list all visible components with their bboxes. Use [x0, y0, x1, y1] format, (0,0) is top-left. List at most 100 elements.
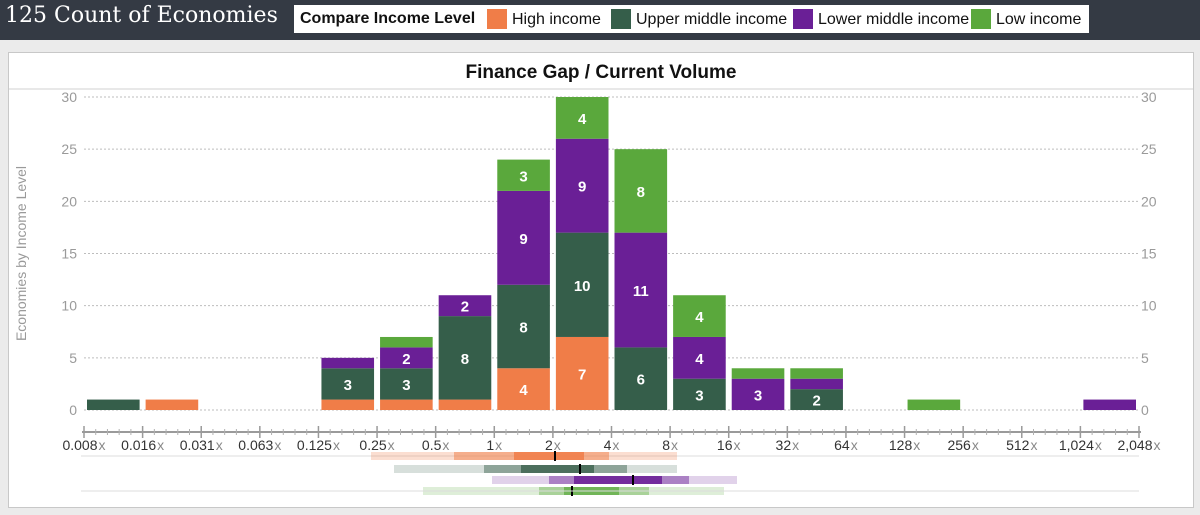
bar-segment [145, 399, 199, 410]
y-tick-label-right: 15 [1141, 246, 1157, 262]
distribution-band [574, 476, 662, 484]
legend-swatch [793, 9, 813, 29]
x-tick-label: 2,048x [1117, 437, 1160, 453]
bar-segment [321, 368, 375, 400]
x-tick-label: 0.063x [238, 437, 281, 453]
legend-label: Upper middle income [636, 11, 788, 28]
bar-data-label: 3 [754, 387, 762, 404]
x-tick-label: 0.5x [422, 437, 449, 453]
x-tick-label: 64x [834, 437, 858, 453]
x-tick-label: 512x [1006, 437, 1037, 453]
chart-panel: Finance Gap / Current Volume 0 0 5 5 10 10 15 15… [8, 52, 1194, 508]
bar-data-label: 8 [461, 351, 469, 368]
x-tick-label: 128x [889, 437, 920, 453]
bar-segment [380, 347, 433, 369]
bar-segment [673, 336, 726, 379]
x-tick-label: 0.25x [359, 437, 394, 453]
bar-data-label: 2 [402, 351, 410, 368]
y-tick-label-left: 20 [61, 193, 77, 209]
y-tick-label-right: 10 [1141, 298, 1157, 314]
legend-swatch [611, 9, 631, 29]
bar-segment [497, 190, 550, 285]
bar-data-label: 3 [344, 377, 352, 394]
bar-segment [731, 368, 785, 379]
bar-data-label: 2 [461, 299, 469, 316]
legend-swatch [971, 9, 991, 29]
bar-segment [614, 149, 668, 233]
y-tick-label-left: 30 [61, 89, 77, 105]
y-tick-label-left: 5 [69, 350, 77, 366]
chart-title: Finance Gap / Current Volume [466, 62, 737, 83]
bar-data-label: 10 [574, 278, 591, 295]
y-tick-label-right: 5 [1141, 350, 1149, 366]
bar-data-label: 4 [695, 309, 704, 326]
bar-segment [380, 336, 433, 348]
y-tick-label-left: 0 [69, 402, 77, 418]
income-level-legend: Compare Income Level High income Upper m… [294, 5, 1089, 33]
bar-segment [790, 389, 843, 410]
y-tick-label-right: 0 [1141, 402, 1149, 418]
bar-segment [614, 232, 668, 348]
y-tick-label-right: 25 [1141, 141, 1157, 157]
bar-data-label: 8 [519, 320, 527, 337]
x-tick-label: 0.031x [180, 437, 223, 453]
y-tick-label-left: 15 [61, 246, 77, 262]
bar-segment [731, 378, 785, 410]
top-bar: 125 Count of Economies Compare Income Le… [0, 0, 1200, 40]
bar-segment [321, 399, 375, 410]
median-marker [632, 475, 634, 485]
bar-data-label: 3 [695, 387, 703, 404]
bar-data-label: 6 [637, 372, 645, 389]
bar-data-label: 8 [637, 184, 645, 201]
x-tick-label: 4x [604, 437, 620, 453]
bar-segment [790, 378, 843, 390]
y-axis-label: Economies by Income Level [13, 166, 29, 341]
x-tick-label: 0.008x [62, 437, 105, 453]
bar-segment [321, 357, 375, 369]
bar-segment [1083, 399, 1136, 410]
bar-segment [438, 295, 492, 317]
bar-data-label: 2 [812, 393, 820, 410]
distribution-band [521, 465, 594, 473]
legend-label: High income [512, 11, 601, 28]
legend-title: Compare Income Level [300, 10, 476, 27]
bar-segment [497, 159, 550, 191]
count-title: 125 Count of Economies [5, 3, 278, 28]
bar-segment [497, 284, 550, 369]
bar-data-label: 9 [578, 179, 586, 196]
bar-data-label: 9 [519, 231, 527, 248]
median-marker [554, 451, 556, 461]
x-tick-label: 0.125x [297, 437, 340, 453]
bar-segment [555, 97, 609, 139]
bar-data-label: 4 [578, 111, 587, 128]
bar-segment [438, 316, 492, 400]
x-tick-label: 1x [486, 437, 502, 453]
bar-segment [907, 399, 961, 410]
y-tick-label-right: 30 [1141, 89, 1157, 105]
y-tick-label-left: 25 [61, 141, 77, 157]
x-tick-label: 8x [662, 437, 678, 453]
median-marker [579, 464, 581, 474]
x-tick-label: 2x [545, 437, 561, 453]
legend-label: Low income [996, 11, 1082, 28]
bar-segment [555, 232, 609, 337]
distribution-band [514, 452, 584, 460]
bar-data-label: 3 [519, 168, 527, 185]
y-tick-label-right: 20 [1141, 193, 1157, 209]
finance-gap-chart: Finance Gap / Current Volume 0 0 5 5 10 10 15 15… [9, 62, 1193, 496]
x-tick-label: 32x [776, 437, 800, 453]
x-tick-label: 16x [717, 437, 741, 453]
legend-swatch [487, 9, 507, 29]
y-tick-label-left: 10 [61, 298, 77, 314]
bar-data-label: 4 [519, 382, 528, 399]
bar-segment [790, 368, 843, 379]
bar-segment [87, 399, 140, 410]
bar-segment [673, 295, 726, 337]
bar-segment [614, 347, 668, 410]
x-tick-label: 0.016x [121, 437, 164, 453]
bar-data-label: 3 [402, 377, 410, 394]
bar-segment [438, 399, 492, 410]
legend-label: Lower middle income [818, 11, 970, 28]
bar-segment [555, 138, 609, 233]
bar-data-label: 4 [695, 351, 704, 368]
